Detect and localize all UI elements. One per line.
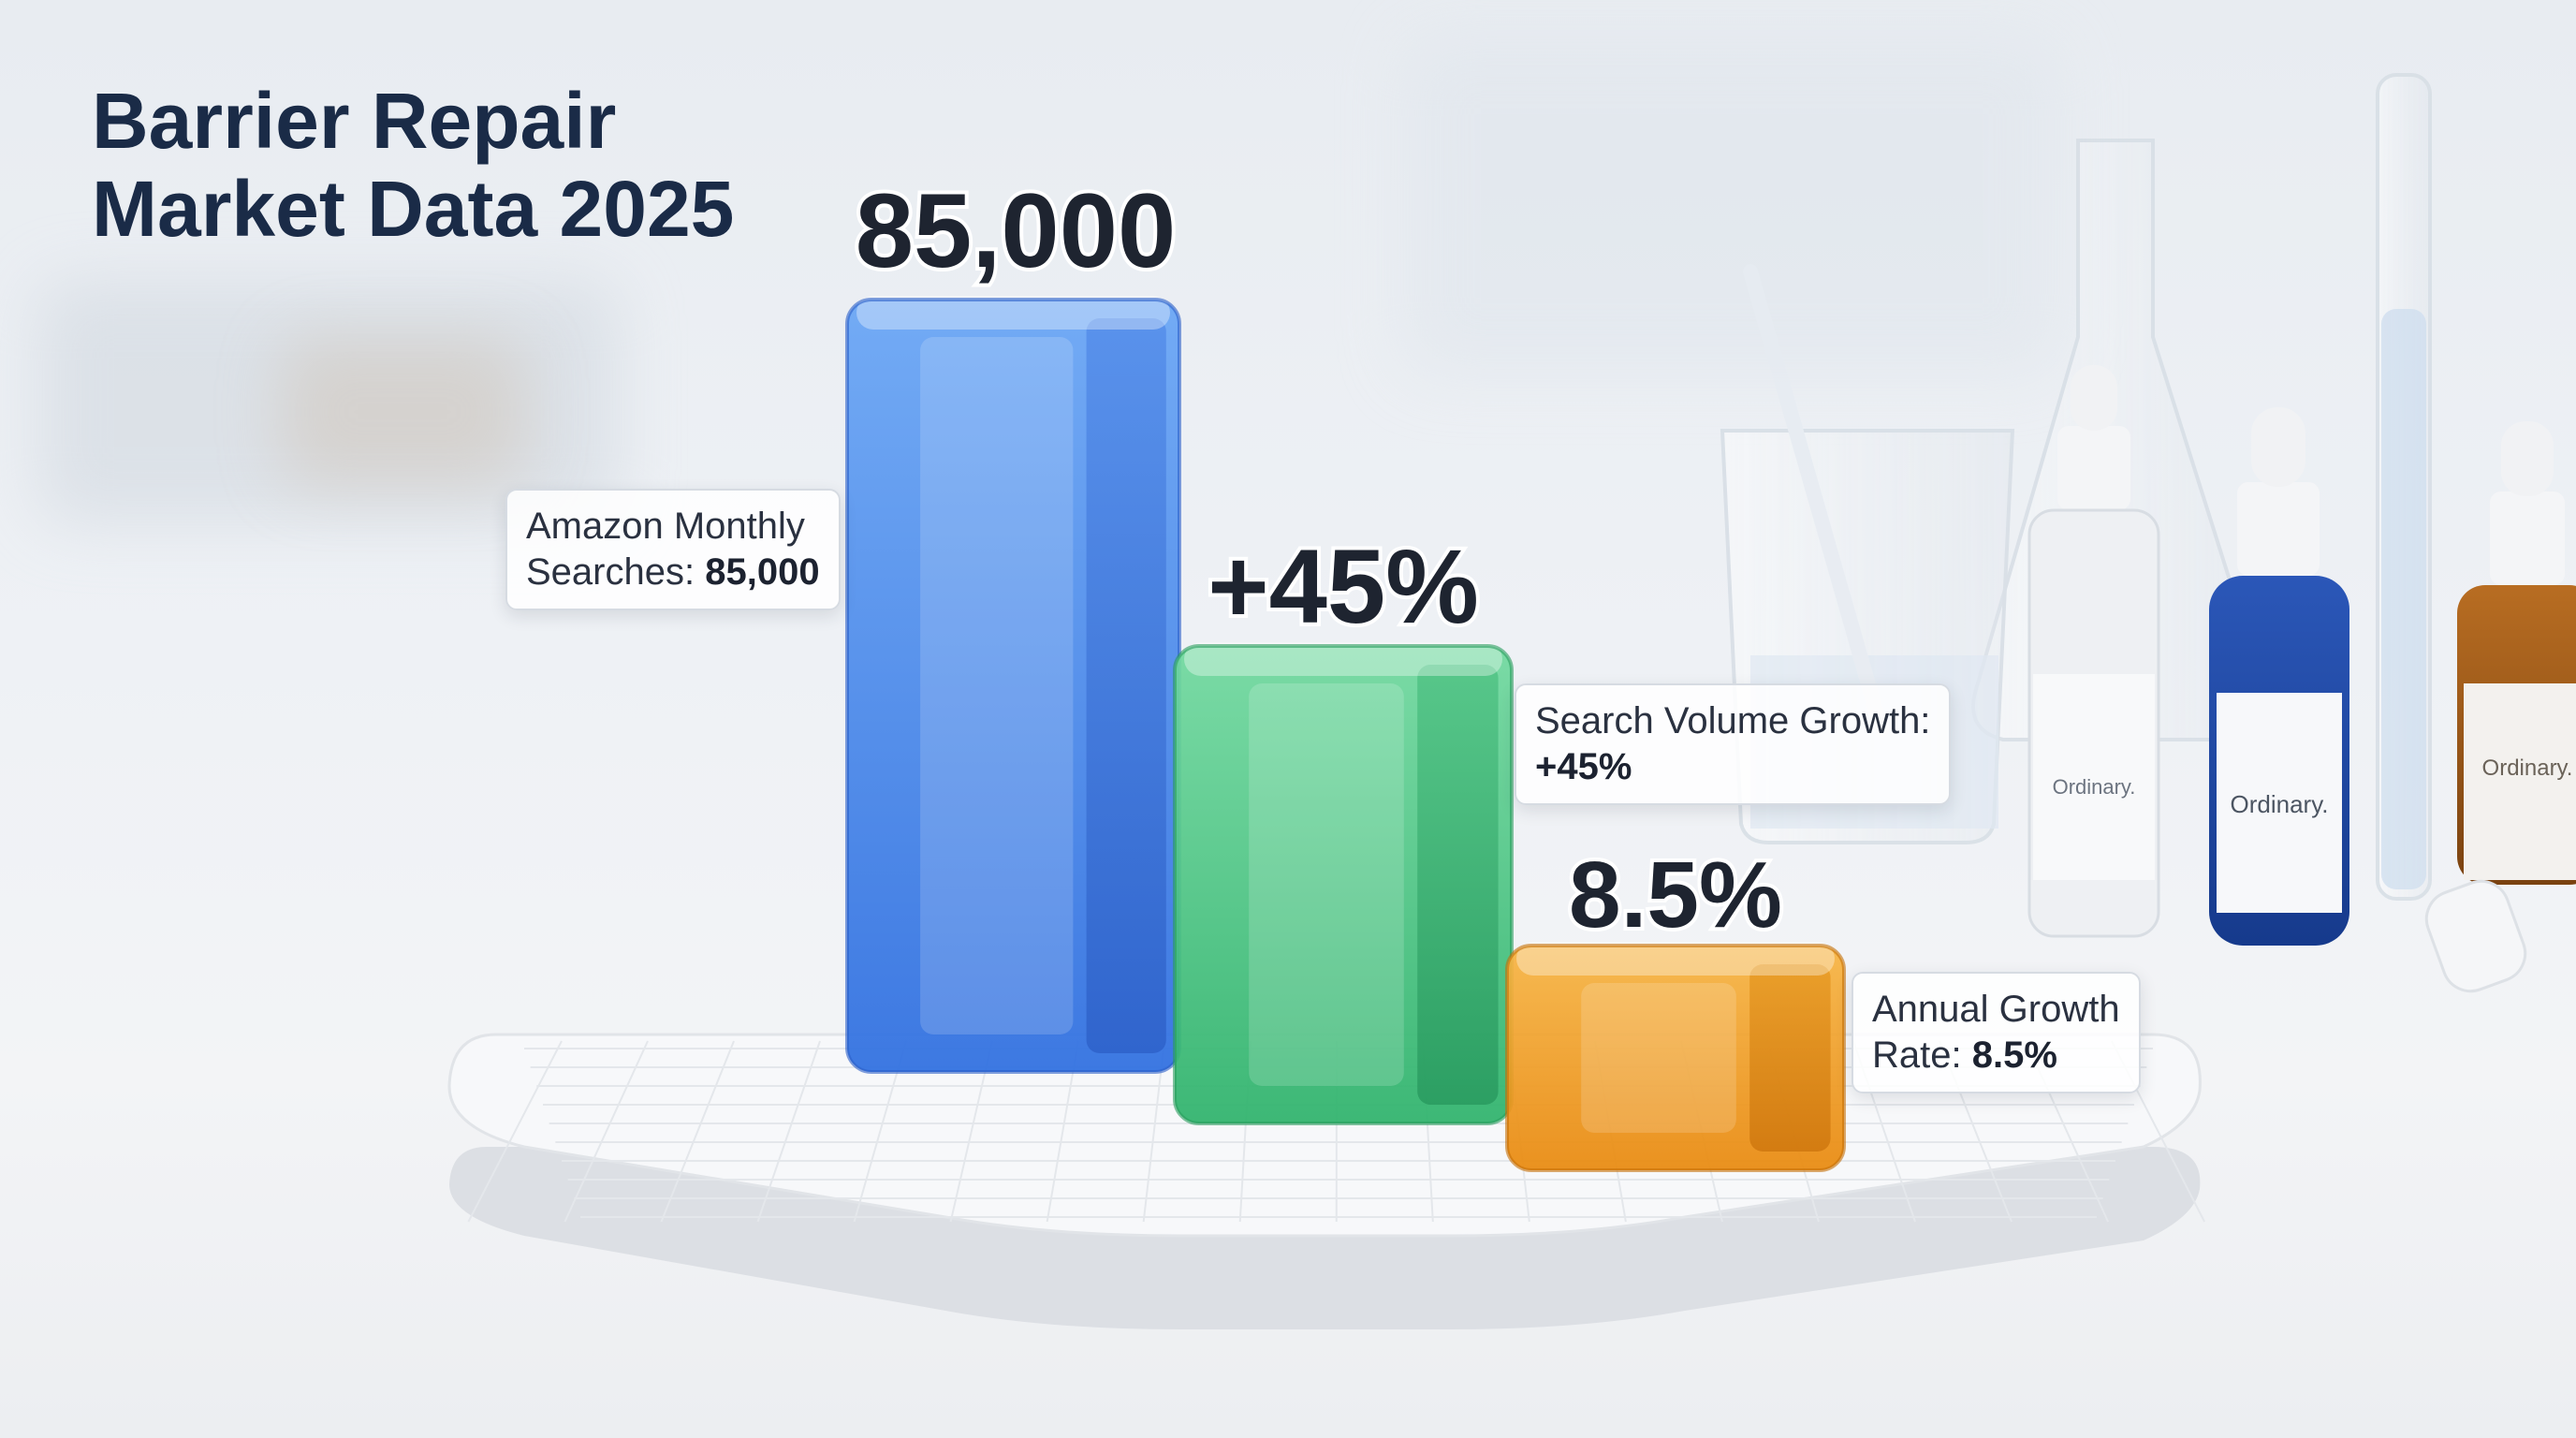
callout-0-prefix: Searches: bbox=[526, 550, 706, 593]
grid-line-v bbox=[467, 1040, 563, 1223]
blue-serum-bottle: Ordinary. bbox=[2209, 407, 2349, 946]
callout-1-line2: +45% bbox=[1535, 744, 1930, 790]
bar-side-1 bbox=[1417, 665, 1499, 1105]
bar-0 bbox=[845, 296, 1181, 1074]
bar-top-1 bbox=[1184, 642, 1502, 676]
callout-2-line1: Annual Growth bbox=[1872, 989, 2120, 1030]
value-labels: 85,000 +45% 8.5% bbox=[852, 169, 1786, 951]
callout-2-line2: Rate: 8.5% bbox=[1872, 1033, 2120, 1078]
page-title: Barrier Repair Market Data 2025 bbox=[92, 77, 734, 253]
callout-0-line1: Amazon Monthly bbox=[526, 506, 805, 547]
callout-2-value: 8.5% bbox=[1971, 1034, 2057, 1076]
bar-highlight-0 bbox=[920, 337, 1074, 1034]
bar-2 bbox=[1505, 942, 1846, 1172]
bar-highlight-2 bbox=[1581, 983, 1736, 1133]
bar-side-2 bbox=[1749, 964, 1831, 1152]
callout-search-growth: Search Volume Growth: +45% bbox=[1515, 683, 1952, 805]
callout-1-line1: Search Volume Growth: bbox=[1535, 700, 1931, 741]
bar-top-2 bbox=[1516, 942, 1835, 976]
value-label-2: 8.5% bbox=[1569, 843, 1782, 947]
callout-0-line2: Searches: 85,000 bbox=[526, 550, 820, 595]
bar-outline-2 bbox=[1505, 944, 1846, 1172]
bar-side-0 bbox=[1086, 318, 1166, 1053]
grid-line-v bbox=[660, 1040, 735, 1223]
title-line-2: Market Data 2025 bbox=[92, 165, 735, 254]
background-bottles: Ordinary. Ordinary. Ordinary. bbox=[2027, 365, 2576, 993]
amber-serum-bottle: Ordinary. bbox=[2457, 421, 2576, 885]
callout-1-value: +45% bbox=[1535, 745, 1632, 787]
cylinder-liquid bbox=[2381, 309, 2426, 889]
callout-0-value: 85,000 bbox=[705, 550, 820, 593]
clear-serum-bottle: Ordinary. bbox=[2027, 365, 2160, 938]
bar-highlight-1 bbox=[1249, 683, 1404, 1086]
dropper-cap bbox=[2424, 879, 2527, 993]
product-brand-3: Ordinary. bbox=[2482, 756, 2573, 781]
title-line-1: Barrier Repair bbox=[92, 77, 617, 165]
bar-1 bbox=[1173, 642, 1514, 1125]
callout-2-prefix: Rate: bbox=[1872, 1034, 1972, 1076]
background-window-blur bbox=[1404, 37, 2059, 374]
product-brand-2: Ordinary. bbox=[2231, 790, 2329, 818]
background-bottles-blur bbox=[281, 337, 524, 487]
grid-line-v bbox=[564, 1040, 649, 1223]
bars bbox=[845, 296, 1846, 1172]
bar-outline-1 bbox=[1173, 644, 1514, 1125]
product-brand-1: Ordinary. bbox=[2053, 775, 2136, 799]
value-label-0: 85,000 bbox=[856, 172, 1177, 289]
bar-top-0 bbox=[856, 296, 1170, 330]
value-label-1: +45% bbox=[1208, 528, 1479, 645]
glass-rod bbox=[1743, 264, 1889, 738]
callout-annual-growth: Annual Growth Rate: 8.5% bbox=[1852, 972, 2141, 1093]
callout-amazon-searches: Amazon Monthly Searches: 85,000 bbox=[505, 489, 841, 610]
background-shelf-blur bbox=[37, 281, 618, 524]
grid-line-v bbox=[756, 1040, 821, 1223]
